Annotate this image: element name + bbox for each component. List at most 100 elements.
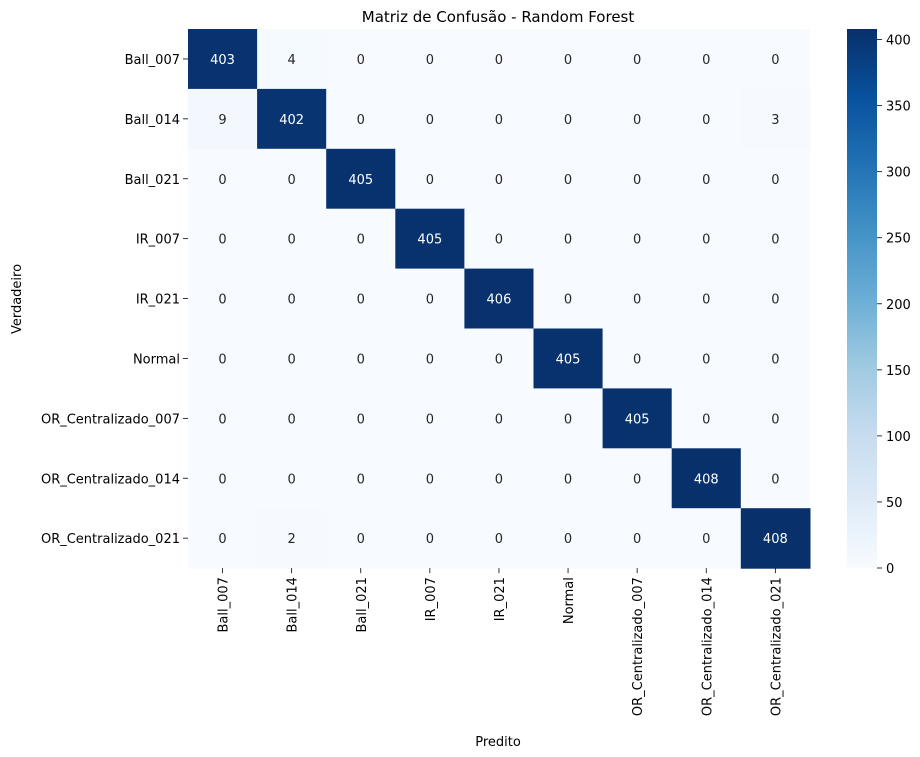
heatmap-cell [533, 268, 604, 330]
y-tick-label: Ball_021 [125, 173, 180, 188]
cell-value-label: 0 [218, 293, 226, 308]
heatmap-cell [671, 328, 742, 389]
cell-value-label: 0 [702, 173, 710, 188]
cell-value-label: 0 [702, 53, 710, 68]
cell-value-label: 0 [357, 53, 365, 68]
chart-title: Matriz de Confusão - Random Forest [362, 8, 635, 26]
y-tick-label: OR_Centralizado_014 [41, 472, 180, 487]
y-tick-label: OR_Centralizado_021 [41, 532, 180, 547]
cell-value-label: 0 [633, 113, 641, 128]
heatmap-cell [533, 29, 604, 90]
cell-value-label: 4 [288, 53, 296, 68]
cell-value-label: 0 [771, 293, 779, 308]
cell-value-label: 0 [771, 472, 779, 487]
heatmap-cell [464, 448, 535, 509]
heatmap-cell [464, 388, 535, 449]
x-tick-label: Ball_007 [217, 577, 232, 632]
heatmap-cell [188, 388, 258, 449]
heatmap-cell [188, 448, 258, 509]
heatmap-cell [464, 29, 535, 90]
heatmap-cell [740, 148, 811, 210]
cell-value-label: 0 [564, 113, 572, 128]
heatmap-cell [395, 88, 465, 150]
cell-value-label: 0 [218, 233, 226, 248]
heatmap-cell [740, 29, 811, 90]
cell-value-label: 0 [426, 352, 434, 367]
cell-value-label: 0 [771, 412, 779, 427]
heatmap-cell [464, 508, 535, 569]
cell-value-label: 405 [417, 233, 442, 248]
heatmap-cell [395, 448, 465, 509]
heatmap-cell [257, 268, 327, 330]
cell-value-label: 0 [702, 352, 710, 367]
heatmap-cell [602, 148, 673, 210]
heatmap-cell [740, 508, 811, 569]
cell-value-label: 0 [564, 412, 572, 427]
cell-value-label: 0 [357, 233, 365, 248]
cell-value-label: 0 [495, 113, 503, 128]
x-tick-label: Ball_021 [355, 577, 370, 632]
cell-value-label: 408 [763, 532, 788, 547]
heatmap-cell [533, 508, 604, 569]
heatmap-cell [671, 388, 742, 449]
cell-value-label: 0 [288, 352, 296, 367]
heatmap-cell [257, 388, 327, 449]
cell-value-label: 408 [694, 472, 719, 487]
cell-value-label: 0 [702, 532, 710, 547]
heatmap-cell [533, 148, 604, 210]
cell-value-label: 0 [218, 352, 226, 367]
cell-value-label: 0 [633, 233, 641, 248]
x-tick-label: OR_Centralizado_007 [631, 577, 646, 716]
heatmap-cell [602, 268, 673, 330]
heatmap-cell [326, 88, 396, 150]
heatmap-cell [326, 328, 396, 389]
cell-value-label: 0 [633, 352, 641, 367]
cell-value-label: 0 [357, 532, 365, 547]
heatmap-cell [464, 148, 535, 210]
colorbar-tick-label: 250 [886, 232, 911, 247]
x-tick-label: Normal [562, 577, 577, 624]
cell-value-label: 403 [210, 53, 235, 68]
cell-value-label: 0 [426, 472, 434, 487]
heatmap-cell [602, 88, 673, 150]
y-tick-label: Normal [133, 352, 180, 367]
cell-value-label: 0 [357, 352, 365, 367]
heatmap-cell [188, 328, 258, 389]
heatmap-cell [740, 268, 811, 330]
heatmap-cell [533, 208, 604, 270]
cell-value-label: 0 [218, 532, 226, 547]
heatmap-cell [602, 508, 673, 569]
heatmap-cell [395, 148, 465, 210]
x-tick-label: Ball_014 [286, 577, 301, 632]
cell-value-label: 0 [564, 173, 572, 188]
colorbar-tick-label: 400 [886, 34, 911, 49]
heatmap-cell [257, 29, 327, 90]
colorbar-tick-label: 200 [886, 298, 911, 313]
cell-value-label: 0 [426, 53, 434, 68]
heatmap-cell [257, 508, 327, 569]
cell-value-label: 0 [564, 233, 572, 248]
cell-value-label: 0 [288, 293, 296, 308]
heatmap-cell [188, 508, 258, 569]
cell-value-label: 0 [564, 472, 572, 487]
heatmap-cell [740, 208, 811, 270]
heatmap-cell [602, 328, 673, 389]
cell-value-label: 0 [702, 293, 710, 308]
cell-value-label: 0 [218, 472, 226, 487]
heatmap-cell [326, 508, 396, 569]
x-axis: Ball_007 Ball_014 Ball_021 IR_007 IR_021 Norm… [217, 568, 784, 716]
colorbar-tick-label: 150 [886, 364, 911, 379]
cell-value-label: 0 [426, 293, 434, 308]
y-axis: Ball_007 Ball_014 Ball_021 IR_007 IR_021 Norm… [41, 53, 188, 547]
heatmap-cell [533, 388, 604, 449]
cell-value-label: 0 [288, 173, 296, 188]
cell-value-label: 0 [426, 532, 434, 547]
heatmap-cell [671, 88, 742, 150]
x-axis-title: Predito [475, 735, 521, 750]
heatmap-cell [257, 448, 327, 509]
heatmap-cell [602, 29, 673, 90]
cell-value-label: 0 [495, 53, 503, 68]
cell-value-label: 406 [487, 293, 512, 308]
y-tick-label: IR_007 [136, 233, 180, 248]
